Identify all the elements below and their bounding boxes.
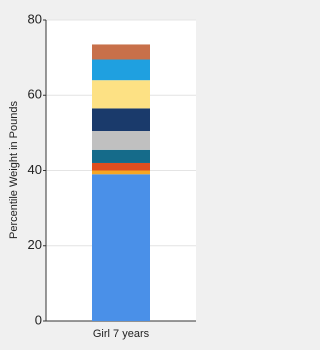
bar-segment (92, 108, 150, 131)
y-tick-label: 80 (28, 11, 42, 26)
y-tick-label: 0 (35, 312, 42, 327)
bar-segment (92, 162, 150, 171)
bar-segment (92, 170, 150, 175)
y-tick-label: 40 (28, 162, 42, 177)
bar-segment (92, 174, 150, 321)
x-tick-label: Girl 7 years (93, 328, 150, 340)
chart: Percentile Weight in Pounds 0 20 40 60 80 Gir… (8, 11, 196, 340)
bar-segment (92, 80, 150, 109)
bar-segment (92, 59, 150, 81)
y-axis-label: Percentile Weight in Pounds (8, 101, 20, 239)
bar-segment (92, 130, 150, 150)
bar-segment (92, 44, 150, 60)
y-tick-label: 20 (28, 237, 42, 252)
y-tick-label: 60 (28, 87, 42, 102)
bar-segment (92, 149, 150, 163)
